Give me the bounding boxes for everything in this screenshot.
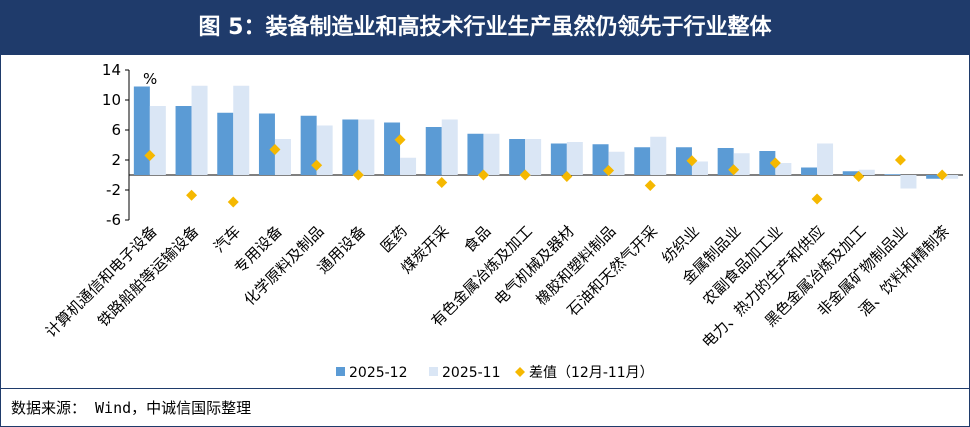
y-tick-label: -6	[106, 211, 121, 229]
bar-2025-12	[675, 147, 692, 175]
bar-2025-11	[274, 139, 291, 175]
bar-2025-11	[400, 157, 417, 175]
bar-2025-11	[817, 143, 834, 175]
bar-2025-12	[217, 112, 234, 175]
x-category-label: 医药	[377, 222, 411, 256]
bar-2025-12	[467, 133, 484, 175]
bar-2025-12	[258, 113, 275, 175]
bar-2025-11	[942, 175, 959, 179]
y-tick-label: 10	[102, 91, 121, 109]
diff-marker	[561, 171, 573, 182]
bar-2025-12	[884, 174, 901, 175]
diff-marker	[144, 150, 156, 161]
diff-marker	[811, 193, 823, 205]
bar-2025-11	[566, 142, 583, 175]
y-unit-label: %	[143, 70, 157, 88]
bar-2025-11	[316, 125, 333, 175]
legend-label-2025-11: 2025-11	[442, 365, 501, 381]
diff-marker	[603, 165, 615, 176]
legend: 2025-12 2025-11 差值（12月-11月）	[336, 365, 654, 381]
bar-2025-12	[384, 122, 401, 175]
legend-swatch-2025-11	[429, 367, 438, 376]
diff-marker	[477, 169, 489, 181]
x-category-label: 汽车	[210, 222, 244, 256]
bar-2025-12	[175, 106, 192, 175]
diff-marker	[936, 169, 948, 181]
y-tick-label: 6	[111, 121, 121, 139]
bar-2025-12	[300, 115, 317, 175]
bar-2025-11	[650, 136, 667, 175]
bar-2025-12	[592, 144, 609, 175]
bar-2025-12	[550, 143, 567, 175]
bar-2025-11	[191, 85, 208, 175]
diff-marker	[519, 169, 531, 181]
bar-2025-12	[509, 139, 526, 175]
bar-2025-11	[149, 106, 166, 175]
y-tick-label: 14	[102, 61, 121, 79]
diff-marker	[436, 177, 448, 188]
legend-swatch-diff	[515, 367, 525, 377]
legend-label-2025-12: 2025-12	[349, 365, 408, 381]
bar-2025-11	[691, 161, 708, 175]
source-bar: 数据来源： Wind，中诚信国际整理	[1, 388, 969, 427]
y-tick-label: -2	[106, 181, 121, 199]
diff-marker	[394, 134, 406, 146]
diff-marker	[269, 144, 281, 155]
bar-2025-11	[900, 175, 917, 189]
diff-marker	[644, 180, 656, 191]
chart-area: % 14 10 6 2 -2 -6 计算机通信和电子设备 铁路船舶等运输设备 汽车 专用设备 化学…	[1, 55, 969, 388]
legend-label-diff: 差值（12月-11月）	[529, 365, 654, 381]
bar-2025-12	[759, 151, 776, 175]
bar-2025-11	[483, 133, 500, 175]
diff-markers	[144, 134, 948, 208]
source-note: 数据来源： Wind，中诚信国际整理	[11, 399, 252, 417]
bar-2025-12	[926, 175, 943, 179]
bars	[133, 85, 959, 189]
chart-title: 图 5：装备制造业和高技术行业生产虽然仍领先于行业整体	[1, 1, 969, 55]
diff-marker	[894, 154, 906, 166]
diff-marker	[728, 164, 740, 176]
legend-swatch-2025-12	[336, 367, 345, 376]
bar-2025-11	[525, 139, 542, 175]
bar-2025-12	[842, 171, 859, 175]
y-tick-label: 2	[111, 151, 121, 169]
bar-2025-12	[425, 127, 442, 175]
bar-2025-12	[634, 147, 651, 175]
diff-marker	[227, 196, 239, 208]
bar-2025-12	[801, 167, 818, 175]
x-category-label: 食品	[460, 222, 494, 256]
diff-marker	[352, 169, 364, 181]
bar-2025-11	[233, 85, 250, 175]
diff-marker	[686, 155, 698, 167]
bar-2025-11	[775, 163, 792, 175]
bar-2025-12	[342, 119, 359, 175]
bar-2025-12	[133, 86, 150, 175]
diff-marker	[769, 157, 781, 169]
diff-marker	[186, 189, 198, 201]
diff-marker	[853, 171, 865, 182]
y-ticks: 14 10 6 2 -2 -6	[102, 61, 129, 229]
diff-marker	[311, 159, 323, 171]
bar-2025-11	[441, 119, 458, 175]
bar-2025-11	[858, 169, 875, 175]
bar-2025-11	[358, 119, 375, 175]
